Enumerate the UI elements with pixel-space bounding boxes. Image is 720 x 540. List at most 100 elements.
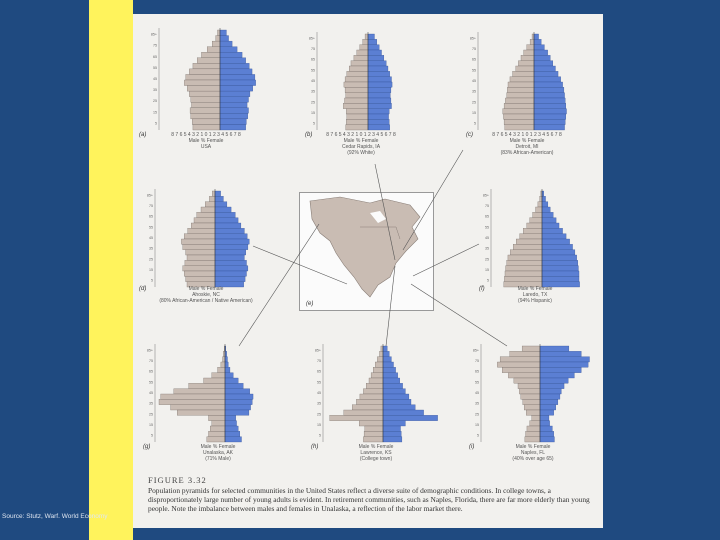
age-tick-label: 25 [472, 100, 476, 104]
male-label: Male [515, 444, 527, 450]
age-tick-label: 85+ [483, 193, 489, 197]
age-tick-label: 55 [317, 380, 321, 384]
age-tick-label: 15 [149, 423, 153, 427]
age-tick-label: 55 [311, 68, 315, 72]
age-tick-label: 45 [485, 236, 489, 240]
female-label: Female [527, 138, 545, 144]
age-tick-label: 15 [472, 111, 476, 115]
panel-letter: (g) [143, 444, 151, 450]
female-label: Female [206, 286, 224, 292]
place-sub: (80% African-American / Native American) [159, 298, 253, 304]
pyramid-naples: 85+ 75 65 55 45 35 25 15 5 [469, 344, 597, 444]
map-letter: (e) [306, 301, 313, 307]
male-label: Male [188, 138, 200, 144]
age-tick-label: 55 [485, 225, 489, 229]
age-tick-label: 85+ [309, 36, 315, 40]
age-tick-label: 25 [153, 99, 157, 103]
percent-label: % [355, 138, 361, 144]
age-tick-label: 15 [317, 423, 321, 427]
place-name: Naples, FL [520, 450, 546, 456]
age-tick-label: 5 [313, 122, 315, 126]
pyramid-cedar-rapids: 85+ 75 65 55 45 35 25 15 5 [305, 32, 417, 132]
age-tick-label: 15 [149, 268, 153, 272]
place-name: USA [200, 144, 212, 150]
age-tick-label: 5 [151, 434, 153, 438]
place-sub: (94% Hispanic) [518, 298, 552, 304]
source-text: Source: Stutz, Warf. World Economy [2, 513, 108, 520]
age-tick-label: 35 [317, 402, 321, 406]
age-tick-label: 15 [311, 111, 315, 115]
age-tick-label: 55 [475, 380, 479, 384]
caption-naples: (i) Male % Female Naples, FL (40% over a… [469, 444, 597, 470]
age-tick-label: 5 [474, 122, 476, 126]
textbook-page: 85+ 75 65 55 45 35 25 15 5 (a) 8 7 6 5 4 3 2 1 0… [133, 14, 603, 528]
pyramid-usa: 85+ 75 65 55 45 35 25 15 5 [147, 28, 279, 132]
age-tick-label: 45 [317, 391, 321, 395]
accent-bar [89, 0, 133, 540]
age-tick-label: 45 [149, 391, 153, 395]
percent-label: % [370, 444, 376, 450]
age-tick-label: 65 [472, 58, 476, 62]
male-label: Male [200, 444, 212, 450]
age-tick-label: 35 [311, 90, 315, 94]
age-tick-label: 65 [475, 370, 479, 374]
age-tick-label: 45 [311, 79, 315, 83]
place-sub: (40% over age 65) [512, 456, 554, 462]
age-tick-label: 5 [151, 279, 153, 283]
caption-lawrence: (h) Male % Female Lawrence, KS (College … [311, 444, 441, 470]
percent-label: % [212, 444, 218, 450]
age-tick-label: 15 [153, 110, 157, 114]
age-tick-label: 5 [155, 121, 157, 125]
age-tick-label: 75 [149, 204, 153, 208]
age-tick-label: 45 [153, 77, 157, 81]
age-tick-label: 35 [149, 247, 153, 251]
age-tick-label: 45 [149, 236, 153, 240]
panel-letter: (h) [311, 444, 319, 450]
male-label: Male [358, 444, 370, 450]
pyramid-laredo-chart: 85+ 75 65 55 45 35 25 15 5 [483, 189, 580, 288]
caption-usa: (a) 8 7 6 5 4 3 2 1 0 1 2 3 4 5 6 7 8 Ma… [139, 132, 273, 158]
age-tick-label: 25 [149, 257, 153, 261]
pyramid-cedar-rapids-chart: 85+ 75 65 55 45 35 25 15 5 [309, 32, 393, 131]
age-tick-label: 65 [149, 370, 153, 374]
male-label: Male [188, 286, 200, 292]
age-tick-label: 5 [477, 434, 479, 438]
place-name: Detroit, MI [515, 144, 539, 150]
age-tick-label: 75 [472, 47, 476, 51]
place-name: Laredo, TX [522, 292, 548, 298]
female-label: Female [533, 444, 551, 450]
connector-lines [238, 149, 508, 347]
age-tick-label: 85+ [473, 348, 479, 352]
age-tick-label: 35 [485, 247, 489, 251]
female-label: Female [361, 138, 379, 144]
age-tick-label: 65 [485, 215, 489, 219]
age-tick-label: 35 [149, 402, 153, 406]
caption-detroit: (c) 8 7 6 5 4 3 2 1 0 1 2 3 4 5 6 7 8 Ma… [466, 132, 588, 158]
male-label: Male [343, 138, 355, 144]
age-tick-label: 75 [311, 47, 315, 51]
age-tick-label: 25 [149, 412, 153, 416]
pyramid-lawrence: 85+ 75 65 55 45 35 25 15 5 [311, 344, 441, 444]
pyramid-detroit-chart: 85+ 75 65 55 45 35 25 15 5 [470, 32, 567, 131]
place-name: Unalaska, AK [202, 450, 234, 456]
caption-laredo: (f) Male % Female Laredo, TX (94% Hispan… [479, 286, 591, 312]
female-label: Female [535, 286, 553, 292]
panel-letter: (c) [466, 132, 473, 138]
caption-cedar-rapids: (b) 8 7 6 5 4 3 2 1 0 1 2 3 4 5 6 7 8 Ma… [305, 132, 417, 158]
male-label: Male [517, 286, 529, 292]
pyramid-lawrence-chart: 85+ 75 65 55 45 35 25 15 5 [315, 344, 438, 443]
age-tick-label: 25 [317, 412, 321, 416]
pyramid-detroit: 85+ 75 65 55 45 35 25 15 5 [466, 32, 588, 132]
age-tick-label: 5 [487, 279, 489, 283]
age-tick-label: 55 [149, 225, 153, 229]
place-sub: (College town) [359, 456, 393, 462]
age-tick-label: 75 [485, 204, 489, 208]
caption-unalaska: (g) Male % Female Unalaska, AK (71% Male… [143, 444, 293, 470]
place-name: Cedar Rapids, IA [341, 144, 381, 150]
age-tick-label: 65 [311, 58, 315, 62]
pyramid-usa-chart: 85+ 75 65 55 45 35 25 15 5 [151, 28, 256, 131]
female-label: Female [376, 444, 394, 450]
axis-ticks: 8 7 6 5 4 3 2 1 0 1 2 3 4 5 6 7 8 [492, 132, 562, 138]
age-tick-label: 55 [153, 66, 157, 70]
age-tick-label: 85+ [151, 33, 157, 37]
